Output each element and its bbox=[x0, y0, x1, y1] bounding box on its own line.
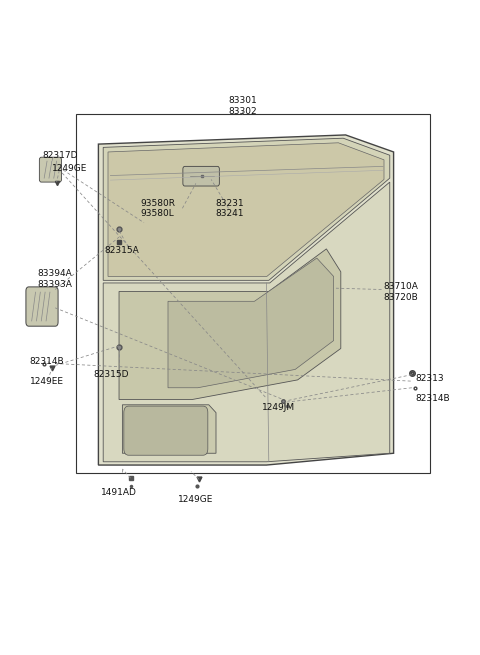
Text: 83394A
83393A: 83394A 83393A bbox=[37, 269, 72, 289]
Polygon shape bbox=[98, 135, 394, 465]
Text: 82314B: 82314B bbox=[415, 394, 450, 403]
Text: 82315A: 82315A bbox=[105, 246, 139, 255]
Text: 1249EE: 1249EE bbox=[30, 377, 64, 386]
Text: 82314B: 82314B bbox=[30, 357, 64, 366]
FancyBboxPatch shape bbox=[124, 406, 208, 455]
Text: 1491AD: 1491AD bbox=[101, 488, 137, 497]
FancyBboxPatch shape bbox=[26, 287, 58, 326]
Bar bbox=[76, 114, 430, 473]
Text: 1249JM: 1249JM bbox=[262, 403, 295, 412]
Text: 93580R
93580L: 93580R 93580L bbox=[140, 198, 175, 218]
FancyBboxPatch shape bbox=[39, 157, 61, 182]
Text: 82315D: 82315D bbox=[94, 370, 129, 379]
Text: 82313: 82313 bbox=[415, 374, 444, 383]
Polygon shape bbox=[168, 258, 334, 388]
Text: 82317D: 82317D bbox=[42, 151, 78, 160]
Text: 1249GE: 1249GE bbox=[52, 164, 87, 174]
FancyBboxPatch shape bbox=[183, 166, 219, 186]
Polygon shape bbox=[103, 138, 390, 280]
Text: 83710A
83720B: 83710A 83720B bbox=[383, 282, 418, 302]
Text: 1249GE: 1249GE bbox=[178, 495, 214, 504]
Text: 83301
83302: 83301 83302 bbox=[228, 96, 257, 116]
Polygon shape bbox=[119, 249, 341, 400]
Polygon shape bbox=[108, 143, 384, 276]
Polygon shape bbox=[103, 182, 390, 462]
Text: 83231
83241: 83231 83241 bbox=[215, 198, 244, 218]
Polygon shape bbox=[122, 405, 216, 453]
